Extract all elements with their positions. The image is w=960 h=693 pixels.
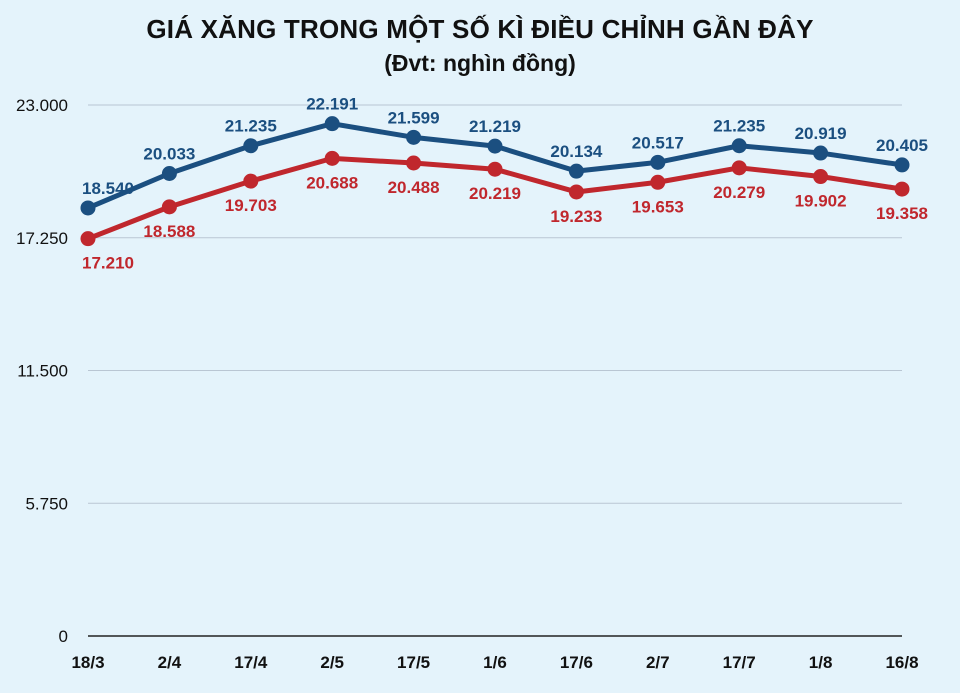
data-point-0 [406,129,422,145]
x-tick-label: 17/4 [234,653,268,672]
data-label-1: 20.219 [469,184,521,203]
data-label-0: 21.235 [713,117,765,136]
data-label-0: 21.219 [469,117,521,136]
data-point-0 [161,165,177,181]
data-point-0 [813,145,829,161]
y-tick-label: 11.500 [17,362,68,381]
x-tick-label: 2/5 [320,653,344,672]
data-label-0: 21.599 [388,108,440,127]
data-point-1 [813,169,829,185]
data-point-0 [487,138,503,154]
data-label-1: 19.703 [225,196,277,215]
y-tick-label: 17.250 [16,229,68,248]
x-tick-label: 16/8 [885,653,918,672]
data-label-1: 18.588 [143,222,195,241]
data-point-1 [324,150,340,166]
data-label-1: 17.210 [82,254,134,273]
data-point-1 [406,155,422,171]
data-label-0: 22.191 [306,95,358,114]
data-point-0 [731,138,747,154]
data-point-1 [650,174,666,190]
data-label-0: 20.134 [550,142,603,161]
data-point-1 [894,181,910,197]
data-label-0: 21.235 [225,117,277,136]
data-point-1 [243,173,259,189]
data-label-1: 20.688 [306,173,358,192]
x-tick-label: 17/5 [397,653,430,672]
data-point-1 [731,160,747,176]
x-tick-label: 17/6 [560,653,593,672]
data-label-0: 20.919 [795,124,847,143]
x-tick-label: 1/6 [483,653,507,672]
y-tick-label: 0 [59,627,68,646]
x-tick-label: 17/7 [723,653,756,672]
data-label-0: 20.033 [143,144,195,163]
data-label-0: 20.517 [632,133,684,152]
data-label-0: 18.540 [82,179,134,198]
data-point-0 [324,116,340,132]
data-label-0: 20.405 [876,136,928,155]
data-label-1: 20.279 [713,183,765,202]
chart-subtitle: (Đvt: nghìn đồng) [384,50,576,76]
data-point-1 [487,161,503,177]
x-tick-label: 1/8 [809,653,833,672]
x-tick-label: 2/4 [158,653,182,672]
data-label-1: 19.233 [550,207,602,226]
data-point-0 [894,157,910,173]
data-point-0 [650,154,666,170]
data-label-1: 20.488 [388,178,440,197]
data-point-0 [243,138,259,154]
x-tick-label: 18/3 [71,653,104,672]
x-tick-label: 2/7 [646,653,670,672]
data-point-1 [568,184,584,200]
y-tick-label: 23.000 [16,96,68,115]
data-label-1: 19.902 [795,192,847,211]
data-label-1: 19.358 [876,204,928,223]
chart-title: GIÁ XĂNG TRONG MỘT SỐ KÌ ĐIỀU CHỈNH GẦN … [146,14,814,44]
data-point-1 [161,199,177,215]
data-point-0 [568,163,584,179]
data-point-0 [80,200,96,216]
y-tick-label: 5.750 [25,494,68,513]
data-point-1 [80,231,96,247]
data-label-1: 19.653 [632,197,684,216]
